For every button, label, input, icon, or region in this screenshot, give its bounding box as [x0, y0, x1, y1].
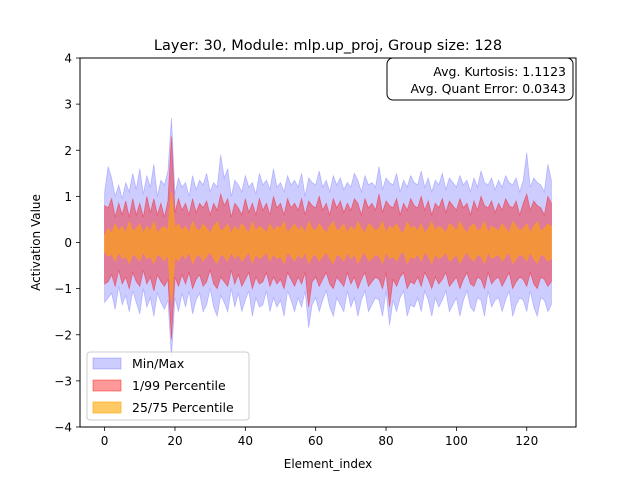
bands-layer — [104, 117, 552, 358]
y-tick-label: −1 — [54, 282, 72, 296]
stats-annotation: Avg. Kurtosis: 1.1123 Avg. Quant Error: … — [386, 57, 574, 101]
legend-label-p1-p99: 1/99 Percentile — [132, 378, 226, 393]
x-tick-label: 40 — [238, 434, 253, 448]
x-tick-label: 20 — [167, 434, 182, 448]
legend-label-p25-p75: 25/75 Percentile — [132, 400, 234, 415]
y-tick-label: −2 — [54, 328, 72, 342]
x-axis: 0 20 40 60 80 100 120 — [101, 427, 538, 448]
annotation-line-kurtosis: Avg. Kurtosis: 1.1123 — [433, 64, 566, 79]
legend-label-minmax: Min/Max — [132, 356, 184, 371]
chart-title: Layer: 30, Module: mlp.up_proj, Group si… — [154, 38, 502, 54]
x-tick-label: 100 — [445, 434, 468, 448]
legend-swatch-minmax — [92, 357, 122, 370]
x-tick-label: 120 — [515, 434, 538, 448]
annotation-line-quant-error: Avg. Quant Error: 0.0343 — [411, 81, 567, 96]
x-tick-label: 80 — [378, 434, 393, 448]
legend-swatch-p25-p75 — [92, 401, 122, 414]
x-axis-label: Element_index — [284, 457, 373, 471]
y-tick-label: 4 — [64, 52, 72, 66]
y-tick-label: 1 — [64, 190, 72, 204]
annotation-box — [386, 57, 574, 101]
y-tick-label: 0 — [64, 236, 72, 250]
legend-swatch-p1-p99 — [92, 379, 122, 392]
legend-frame — [86, 351, 250, 421]
y-tick-label: 2 — [64, 144, 72, 158]
y-tick-label: −4 — [54, 421, 72, 435]
y-axis-label: Activation Value — [29, 194, 43, 291]
y-axis: −4 −3 −2 −1 0 1 2 3 4 — [54, 52, 80, 435]
x-tick-label: 0 — [101, 434, 109, 448]
legend: Min/Max 1/99 Percentile 25/75 Percentile — [86, 351, 250, 421]
y-tick-label: 3 — [64, 98, 72, 112]
x-tick-label: 60 — [308, 434, 323, 448]
y-tick-label: −3 — [54, 374, 72, 388]
band-p25-p75 — [104, 191, 552, 303]
